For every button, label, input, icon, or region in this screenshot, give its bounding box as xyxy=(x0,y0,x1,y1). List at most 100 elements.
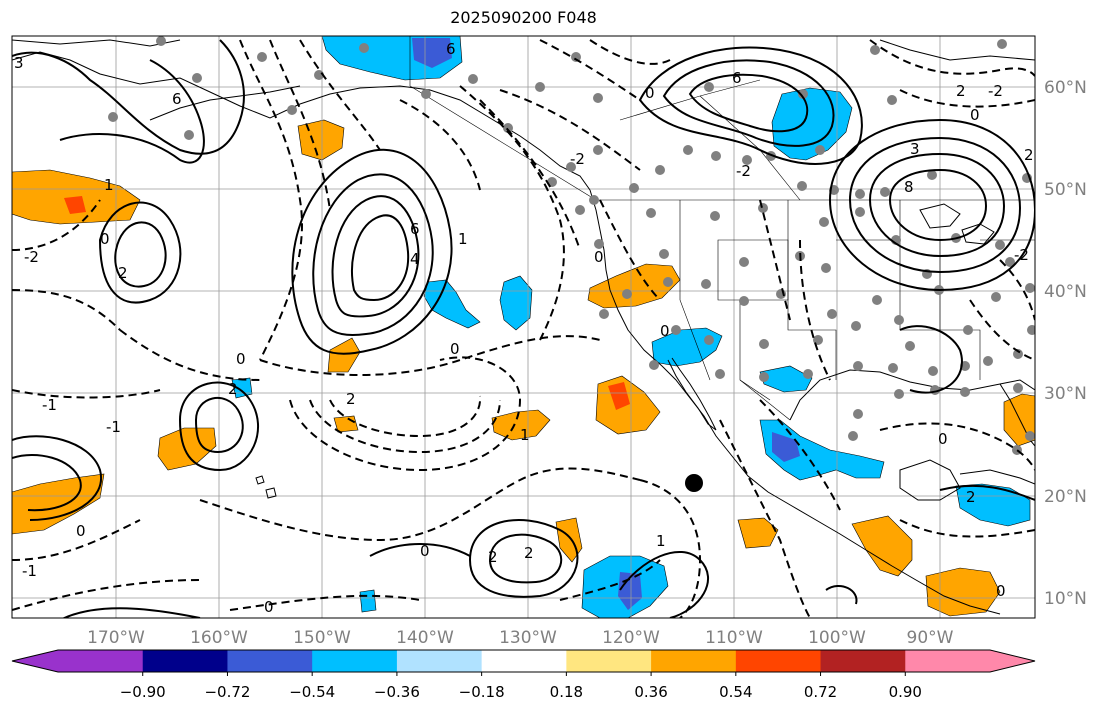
orange-patch-mexico-west xyxy=(737,517,779,549)
contour-label: 0 xyxy=(236,350,246,368)
lon-label-110w: 110°W xyxy=(705,628,763,648)
colorbar-cell xyxy=(735,650,822,672)
orange-patch-south-central-america xyxy=(925,567,1001,617)
contour-label: 1 xyxy=(520,426,530,444)
contour-label: 0 xyxy=(660,322,670,340)
feature-black-dot xyxy=(685,474,703,492)
contour-label: 6 xyxy=(732,69,742,87)
lon-label-120w: 120°W xyxy=(602,628,660,648)
blue-patch-mexico-dark xyxy=(772,432,800,462)
contour-label: -1 xyxy=(42,396,57,414)
lat-label-40n: 40°N xyxy=(1044,282,1087,302)
map-title: 2025090200 F048 xyxy=(450,8,597,27)
colorbar-tick-label: 0.54 xyxy=(719,683,752,701)
coast-great-lakes xyxy=(919,203,995,245)
grid-lines xyxy=(12,36,1035,618)
blue-patch-pacific-mid xyxy=(423,279,481,329)
lon-label-150w: 150°W xyxy=(293,628,351,648)
colorbar-cell xyxy=(566,650,652,672)
colorbar-tick-label: −0.18 xyxy=(459,683,505,701)
coast-yucatan xyxy=(899,459,961,501)
colorbar-cell xyxy=(651,650,737,672)
contour-label: 3 xyxy=(910,140,920,158)
contour-label: -2 xyxy=(988,82,1003,100)
colorbar: −0.90 −0.72 −0.54 −0.36 −0.18 0.18 0.36 0.54 0.7… xyxy=(11,649,1036,701)
blue-patch-gulf-alaska-dark xyxy=(412,38,452,68)
colorbar-tick-label: 0.36 xyxy=(634,683,667,701)
lat-label-20n: 20°N xyxy=(1044,487,1087,507)
lat-label-50n: 50°N xyxy=(1044,180,1087,200)
blue-patch-california xyxy=(651,327,723,367)
contour-label: 2 xyxy=(118,264,128,282)
contour-labels: 3 6 6 6 0 0 2 1 -2 -1 0 -2 -2 6 8 3 2 4 … xyxy=(14,40,1034,616)
lat-label-30n: 30°N xyxy=(1044,384,1087,404)
contour-label: 0 xyxy=(450,340,460,358)
colorbar-cell xyxy=(58,650,144,672)
contour-label: 0 xyxy=(420,542,430,560)
colorbar-tick-label: −0.72 xyxy=(204,683,250,701)
contour-label: 3 xyxy=(14,54,24,72)
lat-label-60n: 60°N xyxy=(1044,78,1087,98)
orange-patch-central-america xyxy=(851,515,913,577)
contour-label: -1 xyxy=(22,562,37,580)
coast-gulf-of-mexico xyxy=(789,369,1035,421)
lon-label-140w: 140°W xyxy=(396,628,454,648)
latitude-labels: 60°N 50°N 40°N 30°N 20°N 10°N xyxy=(1044,78,1087,609)
lon-label-90w: 90°W xyxy=(907,628,954,648)
dashed-contours xyxy=(12,39,1035,618)
contour-label: 2 xyxy=(346,390,356,408)
colorbar-extend-max xyxy=(990,650,1035,672)
coast-cuba xyxy=(959,469,1035,485)
contour-label: 0 xyxy=(996,582,1006,600)
contour-label: 0 xyxy=(76,522,86,540)
coast-aleutians xyxy=(149,85,301,121)
contour-label: 6 xyxy=(172,90,182,108)
lon-label-100w: 100°W xyxy=(808,628,866,648)
colorbar-cell xyxy=(820,650,906,672)
coast-florida xyxy=(999,383,1035,447)
map-frame-border xyxy=(11,35,1036,619)
lon-label-160w: 160°W xyxy=(190,628,248,648)
colorbar-outline xyxy=(11,649,1036,673)
contour-label: 2 xyxy=(228,380,238,398)
colorbar-tick-label: −0.36 xyxy=(374,683,420,701)
contour-label: 1 xyxy=(104,176,114,194)
contour-label: 1 xyxy=(656,532,666,550)
contour-label: 2 xyxy=(966,488,976,506)
contour-label: 2 xyxy=(956,82,966,100)
contour-label: 0 xyxy=(594,248,604,266)
blue-patch-caribbean xyxy=(955,483,1031,527)
contour-label: 0 xyxy=(100,230,110,248)
blue-patch-pacific-mid-2 xyxy=(499,275,533,331)
lon-label-130w: 130°W xyxy=(499,628,557,648)
colorbar-tick-label: −0.54 xyxy=(289,683,335,701)
red-patch-west-pacific xyxy=(64,196,86,214)
blue-patch-gulf xyxy=(759,365,813,393)
red-patch-baja-west xyxy=(608,382,630,410)
colorbar-cell xyxy=(905,650,991,672)
contour-label: 0 xyxy=(938,430,948,448)
lon-label-170w: 170°W xyxy=(87,628,145,648)
contour-label: -2 xyxy=(736,162,751,180)
contour-label: 0 xyxy=(970,106,980,124)
coast-hudson xyxy=(879,39,1035,61)
contour-label: -1 xyxy=(106,418,121,436)
contour-label: 2 xyxy=(488,548,498,566)
colorbar-tick-label: −0.90 xyxy=(120,683,166,701)
colorbar-cell xyxy=(396,650,483,672)
contour-label: 4 xyxy=(410,250,420,268)
colorbar-extend-min xyxy=(12,650,58,672)
contour-label: -2 xyxy=(570,150,585,168)
contour-label: 6 xyxy=(446,40,456,58)
orange-patch-subtropic-1 xyxy=(327,337,361,373)
contour-label: 0 xyxy=(645,84,655,102)
contour-label: -2 xyxy=(24,248,39,266)
longitude-labels: 170°W 160°W 150°W 140°W 130°W 120°W 110°… xyxy=(87,628,954,648)
colorbar-tick-label: 0.18 xyxy=(550,683,583,701)
coast-alaska xyxy=(12,51,591,191)
colorbar-cell xyxy=(312,650,398,672)
contour-label: 2 xyxy=(1024,146,1034,164)
colorbar-tick-label: 0.72 xyxy=(804,683,837,701)
coast-baja xyxy=(667,357,717,431)
